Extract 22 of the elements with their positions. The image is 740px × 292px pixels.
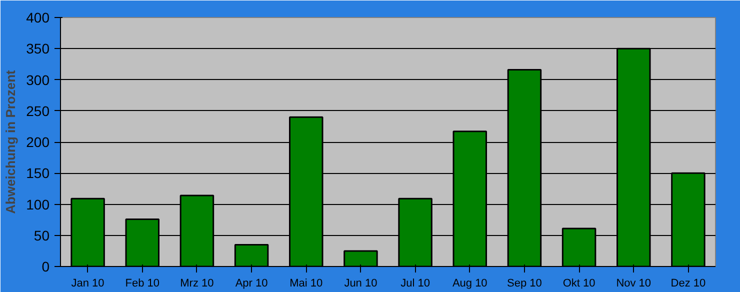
y-tick-label: 0 <box>42 258 50 274</box>
y-tick-label: 150 <box>26 165 50 182</box>
x-tick-label: Jun 10 <box>344 278 378 290</box>
y-tick-label: 400 <box>26 10 50 26</box>
x-tick-label: Sep 10 <box>507 278 542 290</box>
y-tick-label: 350 <box>26 40 50 57</box>
y-tick-label: 200 <box>26 134 50 150</box>
x-tick-label: Feb 10 <box>125 278 160 290</box>
x-tick-label: Nov 10 <box>616 278 652 290</box>
x-tick-label: Apr 10 <box>235 278 268 290</box>
y-tick-label: 100 <box>26 196 50 212</box>
x-tick-label: Jul 10 <box>400 278 430 290</box>
y-tick-label: 250 <box>26 102 50 119</box>
x-tick-label: Aug 10 <box>452 278 488 290</box>
y-axis-title: Abweichung in Prozent <box>3 69 18 214</box>
x-tick-label: Dez 10 <box>670 278 706 290</box>
x-tick-label: Mrz 10 <box>180 278 214 290</box>
y-tick-label: 300 <box>26 72 50 88</box>
y-tick-label: 50 <box>34 227 50 244</box>
x-tick-label: Mai 10 <box>290 278 323 290</box>
x-tick-label: Jan 10 <box>71 278 104 290</box>
x-tick-label: Okt 10 <box>562 278 596 290</box>
